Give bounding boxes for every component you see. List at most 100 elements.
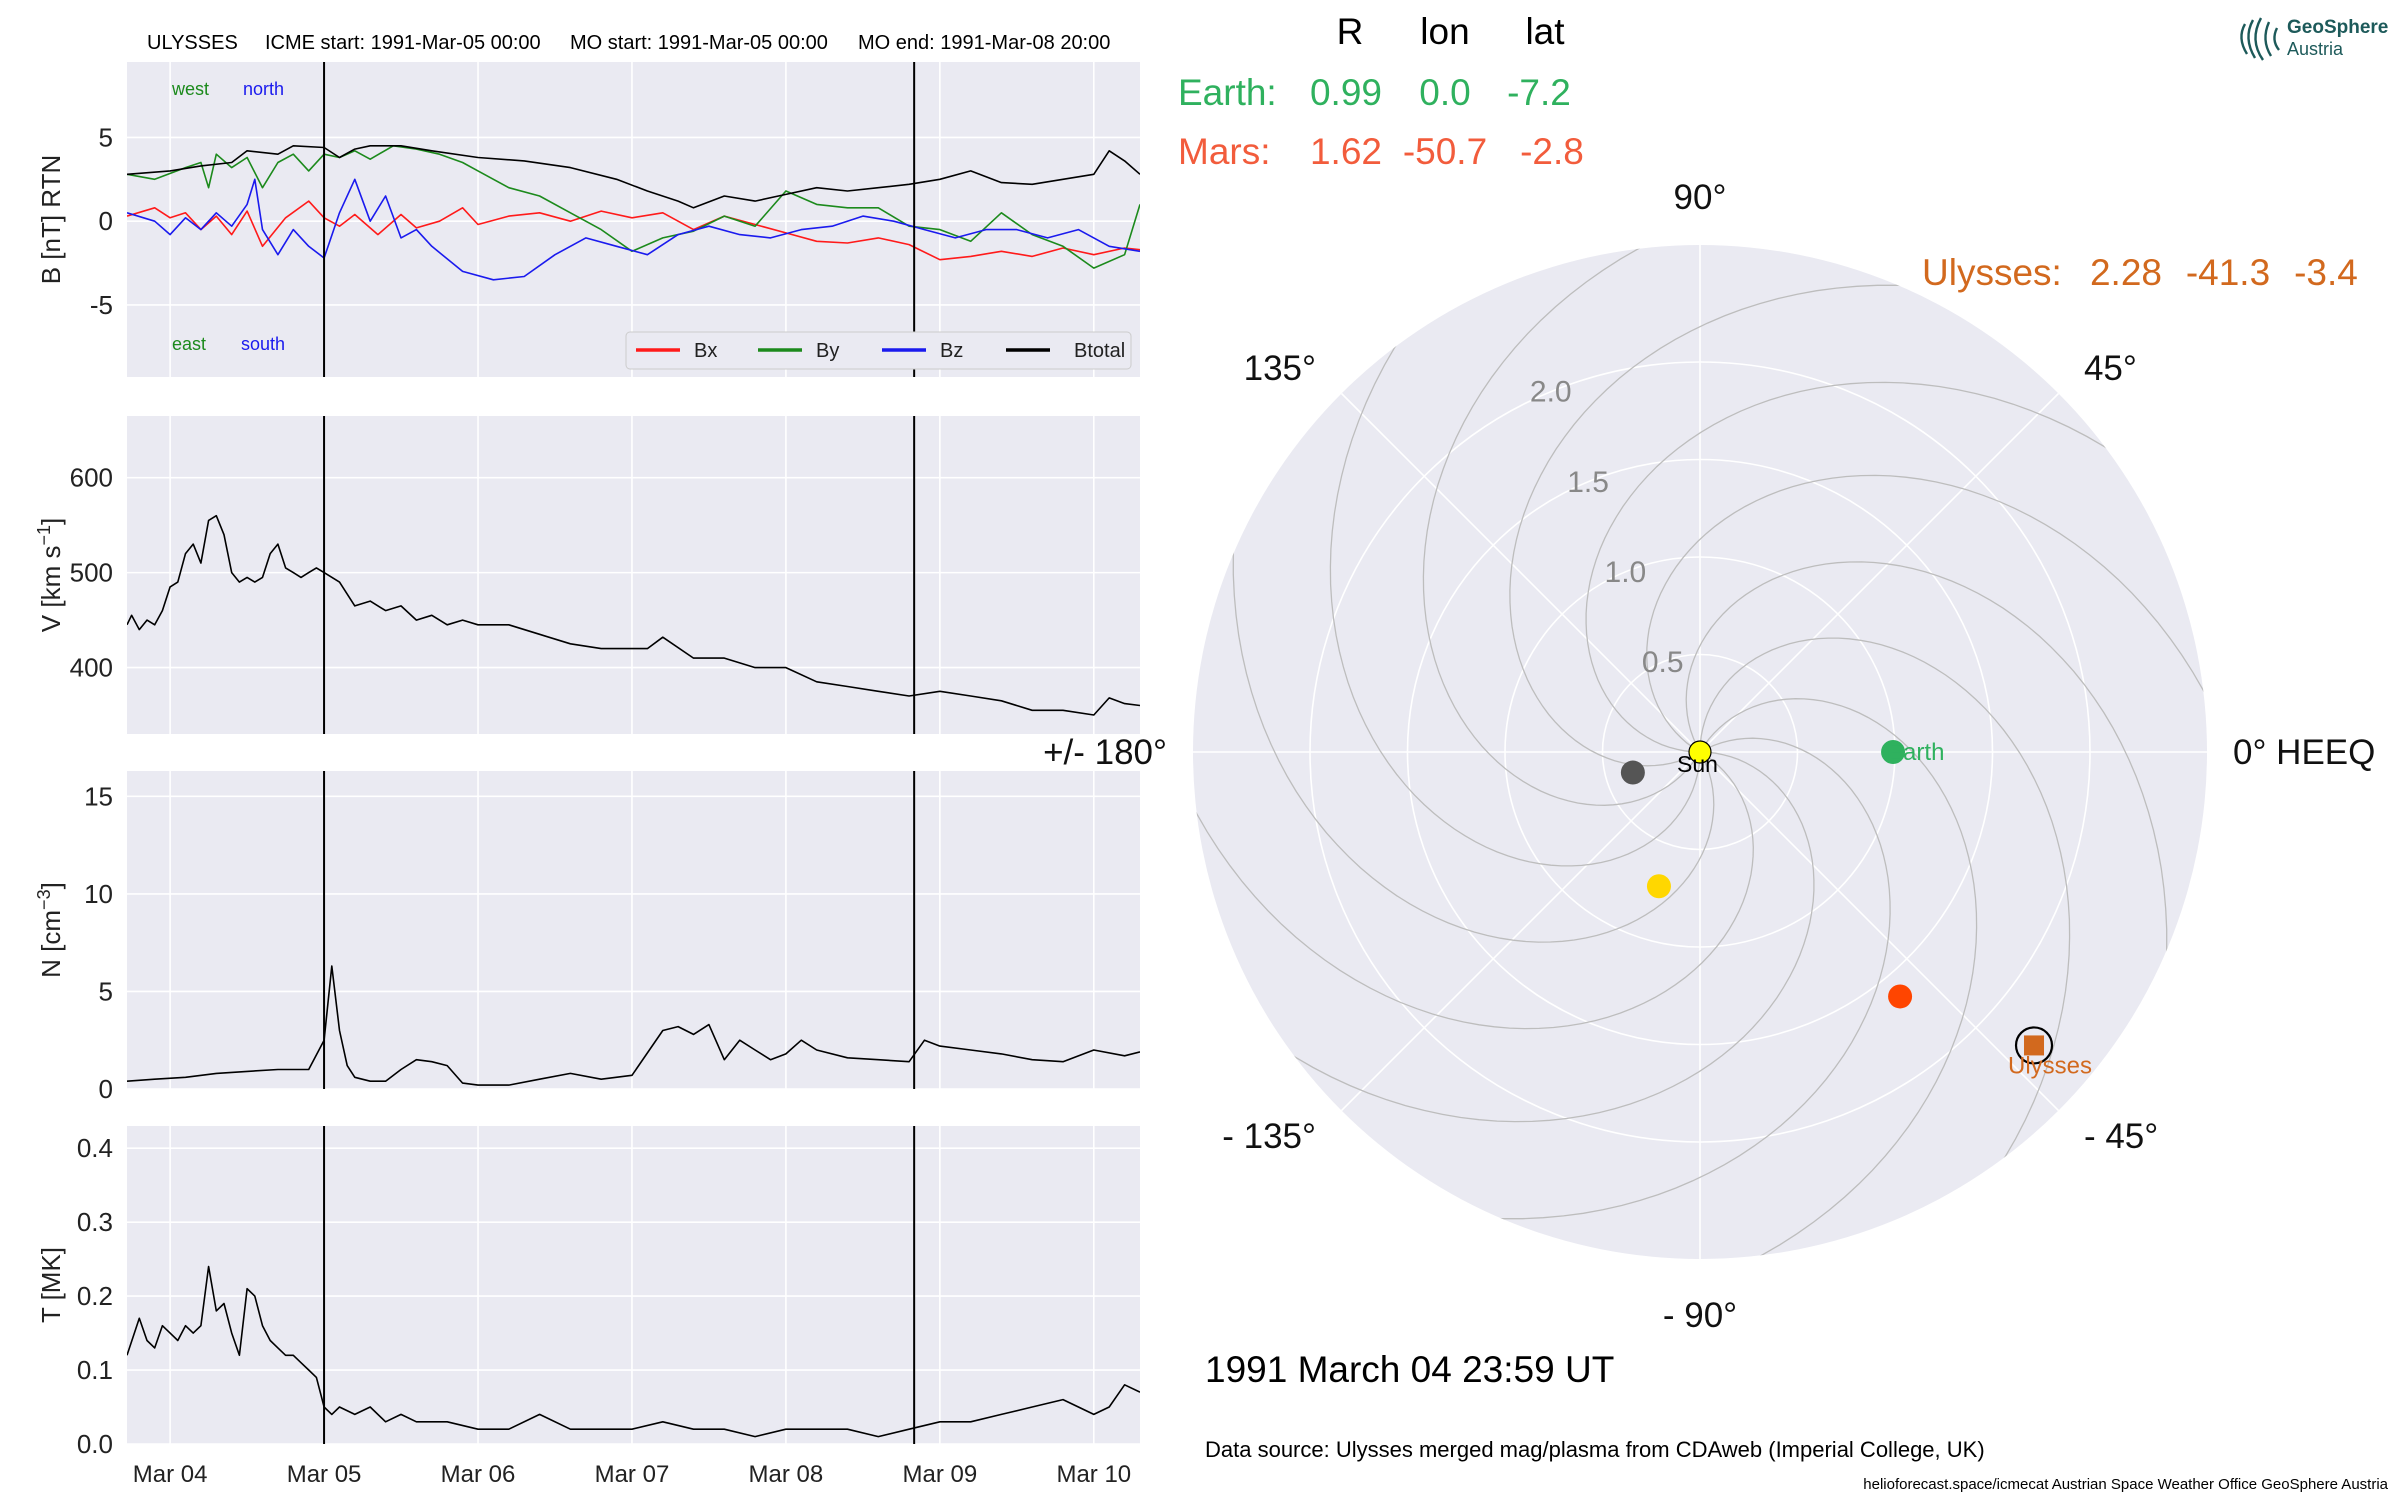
polar-angle-label: 45° <box>2084 349 2137 388</box>
earth-marker <box>1881 740 1906 764</box>
y-axis-label: V [km s−1] <box>34 518 66 632</box>
series-line-bx <box>127 200 1140 261</box>
legend-label-by: By <box>816 340 839 362</box>
panel-background <box>127 416 1140 734</box>
y-tick-label: 0.1 <box>77 1355 113 1385</box>
panel-background <box>127 62 1140 377</box>
ulysses-row-lon: -41.3 <box>2186 252 2270 293</box>
label-west: west <box>171 79 209 99</box>
series-line-data <box>127 965 1140 1086</box>
earth-row-name: Earth: <box>1178 72 1277 113</box>
polar-r-tick-label: 1.5 <box>1567 466 1609 499</box>
polar-angle-label: - 135° <box>1222 1117 1316 1156</box>
earth-row-r: 0.99 <box>1310 72 1382 113</box>
mars-row-lat: -2.8 <box>1520 131 1584 172</box>
series-group <box>127 965 1140 1086</box>
col-header-r: R <box>1337 11 1364 52</box>
col-header-lon: lon <box>1420 11 1469 52</box>
legend-box <box>625 331 1132 370</box>
series-group <box>127 145 1140 281</box>
polar-r-tick-label: 0.5 <box>1642 646 1684 679</box>
polar-angle-label: 0° HEEQ <box>2233 733 2375 772</box>
sun-marker <box>1688 740 1712 764</box>
panel-3: 0 5 10 15 N [cm−3] <box>34 771 1140 1104</box>
y-tick-label: -5 <box>90 290 113 320</box>
logo-swirl-icon <box>2240 17 2280 61</box>
label-north: north <box>243 79 284 99</box>
panel-4: 0.0 0.1 0.2 0.3 0.4 T [MK] Mar 04 Mar 05 Mar 06 M… <box>36 1126 1140 1488</box>
x-tick-label: Mar 04 <box>133 1461 208 1488</box>
y-tick-label: 0 <box>99 1074 113 1104</box>
polar-r-tick-label: 2.0 <box>1530 376 1572 409</box>
parker-spiral-line <box>1422 245 2024 806</box>
panel-background <box>127 1126 1140 1444</box>
legend-label-btotal: Btotal <box>1074 340 1125 362</box>
polar-angle-label: - 45° <box>2084 1117 2158 1156</box>
polar-radius-circle <box>1309 361 2091 1143</box>
series-line-by <box>127 145 1140 269</box>
ulysses-row-lat: -3.4 <box>2294 252 2358 293</box>
mars-row-name: Mars: <box>1178 131 1271 172</box>
series-group <box>127 514 1140 716</box>
logo-line1: GeoSphere <box>2287 17 2388 38</box>
series-line-data <box>127 1265 1140 1438</box>
ulysses-label: Ulysses <box>2008 1052 2092 1079</box>
polar-radius-circle <box>1601 653 1799 851</box>
legend: Bx By Bz Btotal <box>625 331 1132 370</box>
y-tick-label: 0 <box>99 206 113 236</box>
footer-credits: helioforecast.space/icmecat Austrian Spa… <box>1863 1476 2388 1493</box>
series-line-bz <box>127 178 1140 281</box>
y-tick-label: 400 <box>70 653 113 683</box>
parker-spiral-line <box>1646 474 2207 1076</box>
polar-angle-label: +/- 180° <box>1043 733 1167 772</box>
mars-marker <box>1888 984 1913 1009</box>
logo-line2: Austria <box>2287 39 2344 59</box>
header-icme-start: ICME start: 1991-Mar-05 00:00 <box>265 32 541 54</box>
header-mo-start: MO start: 1991-Mar-05 00:00 <box>570 32 828 54</box>
y-tick-label: 600 <box>70 463 113 493</box>
ulysses-row-name: Ulysses: <box>1922 252 2062 293</box>
y-tick-label: 0.2 <box>77 1281 113 1311</box>
header-mo-end: MO end: 1991-Mar-08 20:00 <box>858 32 1110 54</box>
geosphere-logo: GeoSphere Austria <box>2240 17 2388 61</box>
y-axis-label: N [cm−3] <box>34 882 66 978</box>
polar-angle-label: - 90° <box>1663 1296 1737 1335</box>
x-tick-label: Mar 06 <box>441 1461 516 1488</box>
mars-row-r: 1.62 <box>1310 131 1382 172</box>
y-tick-label: 10 <box>84 879 113 909</box>
panel-background <box>127 771 1140 1089</box>
panel-1: -5 0 5 B [nT] RTN west north east south Bx By Bz Bt… <box>36 62 1140 377</box>
polar-r-tick-label: 1.0 <box>1605 556 1647 589</box>
polar-radius-circle <box>1406 458 1994 1046</box>
series-line-btotal <box>127 145 1140 209</box>
col-header-lat: lat <box>1525 11 1565 52</box>
earth-label: Earth <box>1887 739 1944 766</box>
ulysses-ring-marker <box>2014 1026 2054 1065</box>
y-tick-label: 0.4 <box>77 1133 113 1163</box>
legend-label-bz: Bz <box>940 340 963 362</box>
earth-row-lon: 0.0 <box>1419 72 1470 113</box>
timestamp: 1991 March 04 23:59 UT <box>1205 1349 1614 1390</box>
position-table: R lon lat Earth: 0.99 0.0 -7.2 Mars: 1.6… <box>1178 11 2358 293</box>
y-axis-label: B [nT] RTN <box>36 155 66 285</box>
label-south: south <box>241 334 285 354</box>
x-tick-label: Mar 07 <box>595 1461 670 1488</box>
series-group <box>127 1265 1140 1438</box>
label-east: east <box>172 334 206 354</box>
series-line-data <box>127 514 1140 716</box>
y-axis-label: T [MK] <box>36 1247 66 1323</box>
x-tick-label: Mar 08 <box>749 1461 824 1488</box>
y-tick-label: 5 <box>99 976 113 1006</box>
y-tick-label: 5 <box>99 122 113 152</box>
timeseries-panels: -5 0 5 B [nT] RTN west north east south Bx By Bz Bt… <box>34 62 1140 1488</box>
ulysses-row-r: 2.28 <box>2090 252 2162 293</box>
y-tick-label: 500 <box>70 558 113 588</box>
y-tick-label: 0.3 <box>77 1207 113 1237</box>
earth-row-lat: -7.2 <box>1507 72 1571 113</box>
header-spacecraft: ULYSSES <box>147 32 238 54</box>
polar-angle-label: 135° <box>1244 349 1316 388</box>
x-tick-label: Mar 10 <box>1056 1461 1131 1488</box>
